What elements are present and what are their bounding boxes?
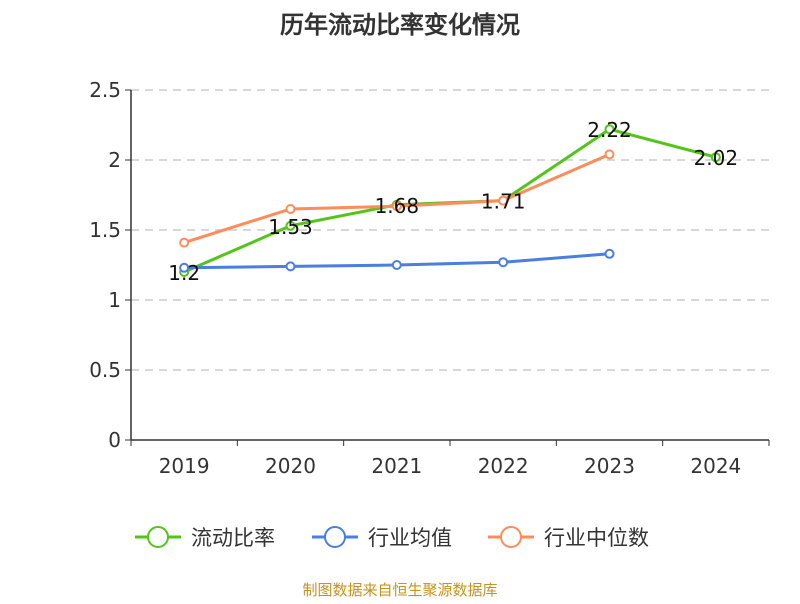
data-point [285, 204, 296, 214]
legend-label: 行业中位数 [544, 526, 649, 550]
data-label: 1.53 [268, 215, 313, 239]
data-label: 1.2 [168, 261, 200, 285]
data-point [498, 195, 509, 206]
x-tick-label: 2021 [371, 454, 422, 478]
data-label: 2.22 [587, 118, 632, 142]
data-point [179, 262, 190, 273]
y-tick-label: 0.5 [89, 358, 121, 382]
data-point [391, 201, 402, 212]
data-point [179, 237, 190, 248]
data-point [604, 248, 615, 259]
y-tick-label: 1 [108, 288, 121, 312]
legend-marker [500, 526, 522, 548]
data-point [285, 220, 296, 231]
series-line [183, 127, 717, 274]
legend-marker [324, 526, 346, 548]
y-tick-label: 0 [108, 428, 121, 452]
chart-title: 历年流动比率变化情况 [280, 11, 520, 39]
legend-label: 流动比率 [191, 526, 275, 550]
x-tick-label: 2020 [265, 454, 316, 478]
x-tick-label: 2019 [159, 454, 210, 478]
legend-label: 行业均值 [368, 526, 452, 550]
data-point [604, 149, 615, 160]
data-label: 2.02 [694, 146, 739, 170]
x-tick-label: 2023 [584, 454, 635, 478]
y-tick-label: 2.5 [89, 78, 121, 102]
data-point [604, 124, 615, 135]
x-tick-label: 2024 [690, 454, 741, 478]
legend-marker [147, 526, 169, 548]
data-label: 1.71 [481, 190, 526, 214]
data-label: 1.68 [375, 194, 420, 218]
data-point [710, 152, 721, 163]
data-point [391, 260, 402, 270]
x-tick-label: 2022 [478, 454, 529, 478]
data-point [285, 261, 296, 272]
y-tick-label: 1.5 [89, 218, 121, 242]
y-tick-label: 2 [108, 148, 121, 172]
source-footer: 制图数据来自恒生聚源数据库 [302, 581, 497, 599]
data-point [498, 257, 509, 268]
